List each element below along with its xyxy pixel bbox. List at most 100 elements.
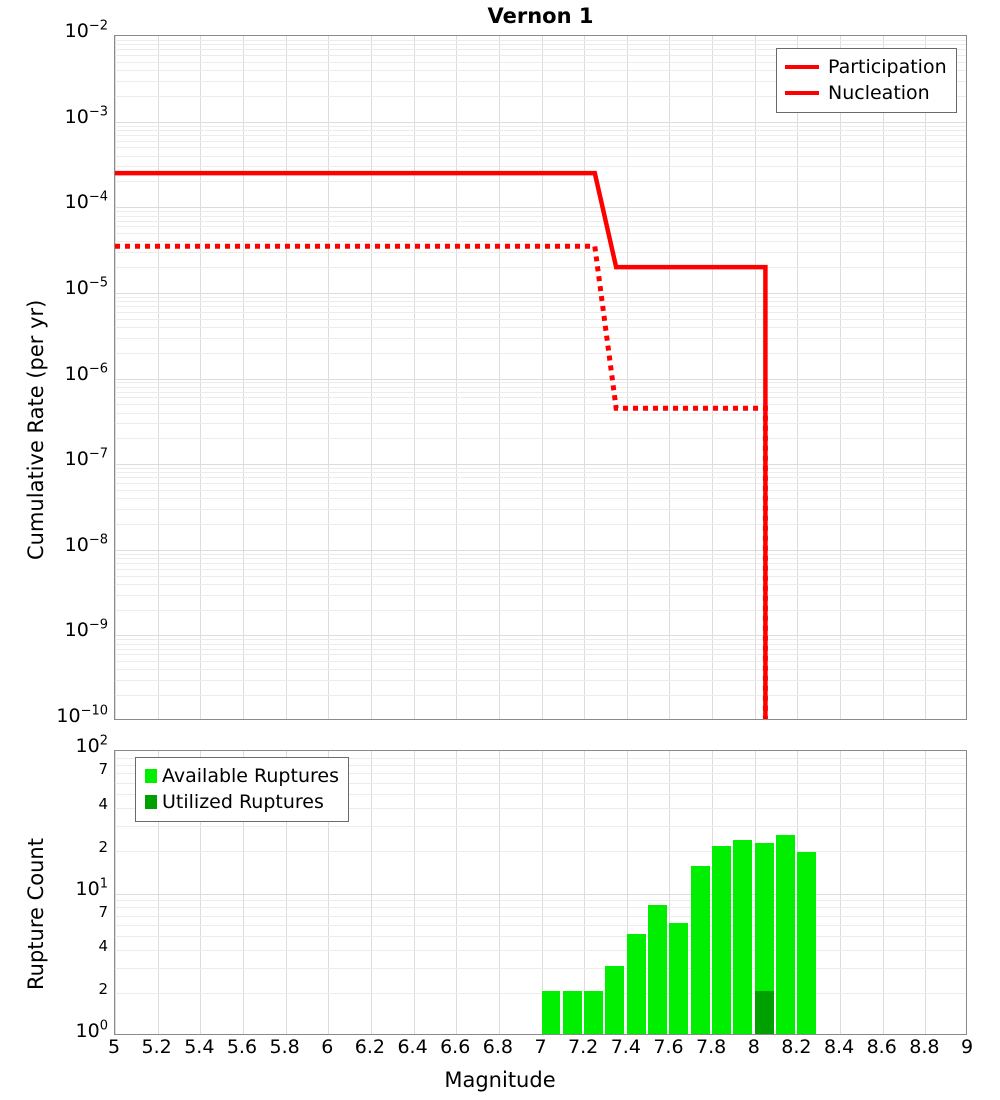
gridline-vertical [499, 36, 500, 719]
bar-available-ruptures [776, 834, 795, 1034]
gridline-horizontal-minor [115, 404, 966, 405]
gridline-vertical [328, 751, 329, 1034]
gridline-horizontal-major [115, 379, 966, 380]
gridline-horizontal-minor [115, 166, 966, 167]
gridline-vertical [542, 36, 543, 719]
gridline-horizontal-minor [115, 221, 966, 222]
x-tick-label: 5.2 [141, 1036, 172, 1058]
bottom-y-tick-label: 101 [75, 876, 108, 900]
bar-available-ruptures [669, 923, 689, 1034]
gridline-horizontal-major [115, 207, 966, 208]
gridline-horizontal-minor [115, 156, 966, 157]
gridline-horizontal-minor [115, 472, 966, 473]
gridline-vertical [925, 751, 926, 1034]
x-tick-label: 6.4 [397, 1036, 428, 1058]
gridline-horizontal-minor [115, 413, 966, 414]
gridline-vertical [328, 36, 329, 719]
x-tick-label: 7.8 [695, 1036, 727, 1058]
gridline-horizontal-minor [115, 794, 966, 795]
x-tick-label: 8.4 [823, 1036, 855, 1058]
gridline-horizontal-minor [115, 765, 966, 766]
gridline-horizontal-minor [115, 595, 966, 596]
bottom-y-tick-label: 102 [75, 733, 108, 757]
gridline-vertical [456, 751, 457, 1034]
top-y-tick-label: 10−2 [64, 18, 108, 42]
gridline-horizontal-minor [115, 353, 966, 354]
gridline-horizontal-minor [115, 758, 966, 759]
gridline-horizontal-minor [115, 382, 966, 383]
x-tick-label: 8 [747, 1036, 760, 1058]
legend-label: Nucleation [828, 81, 930, 104]
gridline-horizontal-minor [115, 49, 966, 50]
x-tick-label: 6 [321, 1036, 334, 1058]
gridline-horizontal-minor [115, 993, 966, 994]
gridline-horizontal-minor [115, 44, 966, 45]
color-swatch-icon [145, 795, 157, 809]
gridline-horizontal-minor [115, 509, 966, 510]
gridline-horizontal-minor [115, 216, 966, 217]
top-y-tick-label: 10−4 [64, 189, 108, 214]
gridline-horizontal-minor [115, 297, 966, 298]
gridline-horizontal-minor [115, 126, 966, 127]
top-y-tick-label: 10−7 [64, 446, 108, 471]
gridline-horizontal-major [115, 122, 966, 123]
gridline-horizontal-minor [115, 226, 966, 227]
gridline-vertical [286, 36, 287, 719]
legend-item: Nucleation [785, 80, 947, 106]
gridline-horizontal-minor [115, 483, 966, 484]
gridline-horizontal-minor [115, 695, 966, 696]
gridline-vertical [669, 751, 670, 1034]
gridline-vertical [371, 751, 372, 1034]
gridline-vertical [627, 36, 628, 719]
gridline-horizontal-minor [115, 661, 966, 662]
gridline-vertical [883, 751, 884, 1034]
gridline-horizontal-minor [115, 338, 966, 339]
x-tick-label: 7.2 [568, 1036, 599, 1058]
gridline-vertical [840, 751, 841, 1034]
x-tick-label: 8.2 [781, 1036, 812, 1058]
gridline-vertical [115, 36, 116, 719]
gridline-horizontal-minor [115, 498, 966, 499]
x-tick-label: 6.2 [354, 1036, 385, 1058]
gridline-horizontal-minor [115, 477, 966, 478]
curve-nucleation [115, 243, 768, 719]
gridline-vertical [200, 36, 201, 719]
gridline-vertical [414, 751, 415, 1034]
bar-available-ruptures [733, 839, 753, 1034]
gridline-horizontal-major [115, 293, 966, 294]
legend-swatch [785, 65, 819, 69]
gridline-horizontal-minor [115, 397, 966, 398]
gridline-vertical [840, 36, 841, 719]
x-tick-label: 8.6 [866, 1036, 897, 1058]
gridline-horizontal-minor [115, 147, 966, 148]
gridline-vertical [542, 751, 543, 1034]
legend-swatch [144, 795, 158, 809]
gridline-vertical [414, 36, 415, 719]
gridline-horizontal-minor [115, 808, 966, 809]
gridline-horizontal-minor [115, 936, 966, 937]
legend-label: Utilized Ruptures [162, 790, 324, 813]
gridline-horizontal-minor [115, 644, 966, 645]
gridline-vertical [797, 36, 798, 719]
x-tick-label: 7.4 [610, 1036, 641, 1058]
x-tick-label: 5.6 [226, 1036, 258, 1058]
bottom-y-minor-tick-label: 7 [98, 760, 108, 779]
legend-item: Utilized Ruptures [144, 789, 339, 815]
gridline-vertical [883, 36, 884, 719]
gridline-horizontal-minor [115, 306, 966, 307]
color-swatch-icon [145, 769, 157, 783]
dotted-line-icon [785, 91, 819, 95]
gridline-horizontal-minor [115, 654, 966, 655]
gridline-horizontal-major [115, 635, 966, 636]
gridline-vertical [158, 751, 159, 1034]
gridline-horizontal-minor [115, 851, 966, 852]
gridline-horizontal-minor [115, 610, 966, 611]
bar-series-container [115, 751, 966, 1034]
gridline-horizontal-minor [115, 327, 966, 328]
gridline-horizontal-minor [115, 490, 966, 491]
gridline-horizontal-minor [115, 301, 966, 302]
top-y-tick-label: 10−6 [64, 361, 108, 385]
gridline-horizontal-minor [115, 950, 966, 951]
gridline-horizontal-minor [115, 70, 966, 71]
bottom-y-minor-tick-label: 4 [98, 937, 108, 956]
